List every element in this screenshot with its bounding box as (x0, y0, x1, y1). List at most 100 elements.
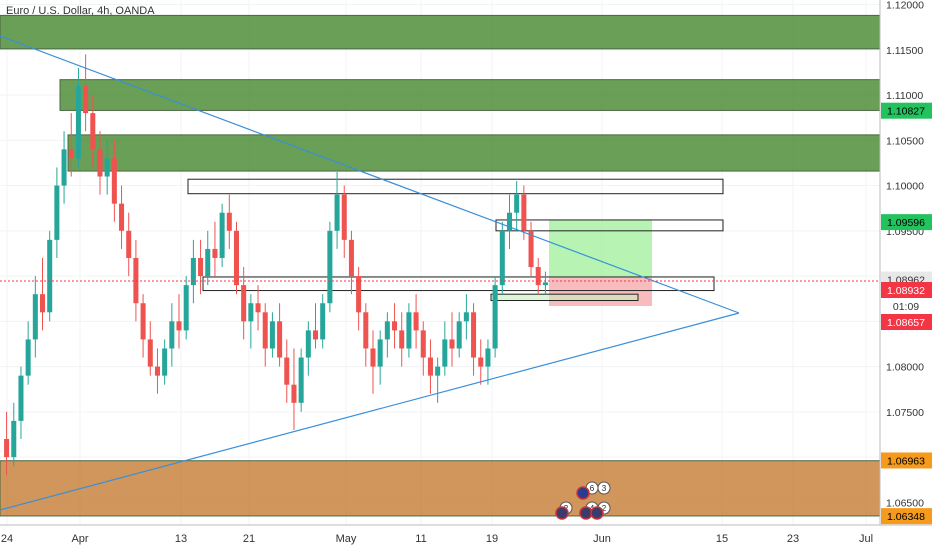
bullish-candle (183, 276, 189, 340)
bearish-candle (471, 303, 477, 376)
price-tag-label: 1.06963 (887, 455, 925, 467)
price-tag-label: 1.10827 (887, 106, 925, 118)
x-tick-label: 13 (175, 533, 187, 545)
candle-body (456, 321, 462, 349)
price-tag: 1.06963 (881, 452, 932, 469)
price-tag-bg (881, 214, 932, 231)
bearish-candle (119, 185, 125, 249)
bearish-candle (39, 257, 46, 331)
bearish-candle (126, 212, 132, 277)
candle-body (4, 439, 10, 458)
bullish-candle (219, 203, 225, 268)
bearish-candle (528, 221, 534, 277)
candle-body (97, 149, 103, 177)
price-tag: 01:09 (881, 298, 932, 314)
candle-body (140, 303, 146, 340)
candle-body (190, 257, 196, 286)
supply-zone-top (0, 14, 881, 50)
candle-body (305, 330, 311, 358)
demand-zone (0, 460, 881, 517)
y-tick-label: 1.10000 (886, 181, 924, 193)
event-badge: 3 (597, 481, 611, 495)
candle-body (277, 321, 283, 358)
x-axis-ticks: 24 Apr 13 21 May 11 19 Jun 15 23 Jul (1, 533, 873, 545)
trendlines (0, 35, 740, 511)
bullish-candle (485, 339, 491, 385)
candle-body (32, 294, 38, 340)
bearish-candle (284, 339, 290, 403)
price-tag-label: 01:09 (893, 301, 919, 313)
candle-body (90, 113, 96, 150)
price-tag-bg (881, 508, 932, 525)
x-tick-label: Jul (859, 533, 873, 545)
us-flag-icon (590, 506, 604, 520)
bullish-candle (104, 140, 110, 195)
bearish-candle (140, 294, 146, 358)
event-badges: 63242 (555, 481, 611, 520)
bearish-candle (392, 303, 398, 349)
price-tag: 1.10827 (881, 102, 932, 119)
x-tick-label: 23 (787, 533, 799, 545)
stop-loss-zone (549, 278, 652, 306)
grid-lines (0, 0, 880, 525)
trade-setup (549, 220, 652, 306)
resistance-box-high (187, 178, 724, 195)
level-boxes (187, 178, 724, 302)
price-tag-bg (881, 102, 932, 119)
eu-flag-icon (576, 486, 590, 500)
bearish-candle (154, 348, 160, 394)
chart-title: Euro / U.S. Dollar, 4h, OANDA (6, 5, 155, 17)
candle-body (528, 230, 534, 268)
bearish-candle (356, 267, 362, 331)
candle-body (104, 158, 110, 177)
candle-body (169, 321, 175, 349)
bearish-candle (262, 303, 268, 367)
candle-body (356, 276, 362, 313)
ascending-trendline (0, 312, 740, 511)
resistance-box-mid (495, 219, 724, 232)
candle-body (449, 339, 455, 349)
price-tag-label: 1.06348 (887, 511, 925, 523)
candle-body (25, 339, 31, 376)
candle-body (18, 375, 24, 421)
bullish-candle (18, 366, 24, 440)
bearish-candle (198, 239, 204, 295)
bullish-candle (456, 312, 462, 358)
bullish-candle (435, 357, 441, 403)
bearish-candle (83, 54, 89, 132)
candle-body (348, 239, 354, 277)
zones (0, 14, 881, 517)
bullish-candle (384, 312, 390, 358)
candle-body (478, 357, 484, 367)
candle-body (363, 312, 369, 349)
candle-body (485, 348, 491, 367)
candle-body (126, 230, 132, 258)
candle-body (162, 348, 168, 376)
bullish-candle (248, 294, 254, 349)
bullish-candle (190, 239, 196, 304)
event-badge-count: 6 (590, 484, 595, 493)
bearish-candle (68, 113, 74, 177)
candle-body (399, 330, 405, 349)
y-axis-ticks: 1.12000 1.11500 1.11000 1.10500 1.10000 1.095… (886, 0, 924, 509)
candle-body (205, 248, 211, 277)
candle-body (392, 321, 398, 331)
bearish-candle (363, 303, 369, 367)
candle-body (435, 366, 441, 376)
x-tick-label: 15 (716, 533, 728, 545)
bearish-candle (291, 348, 297, 430)
candle-body (284, 357, 290, 385)
price-tag-label: 1.08657 (887, 317, 925, 329)
candle-body (334, 194, 340, 231)
price-tag-bg (881, 298, 932, 314)
candle-body (384, 321, 390, 340)
candle-body (492, 285, 498, 349)
y-tick-label: 1.12000 (886, 0, 924, 12)
candle-body (39, 294, 46, 313)
support-box (202, 276, 715, 292)
candle-body (471, 312, 477, 358)
candle-body (535, 267, 541, 286)
bearish-candle (478, 339, 484, 385)
candle-body (262, 312, 268, 349)
